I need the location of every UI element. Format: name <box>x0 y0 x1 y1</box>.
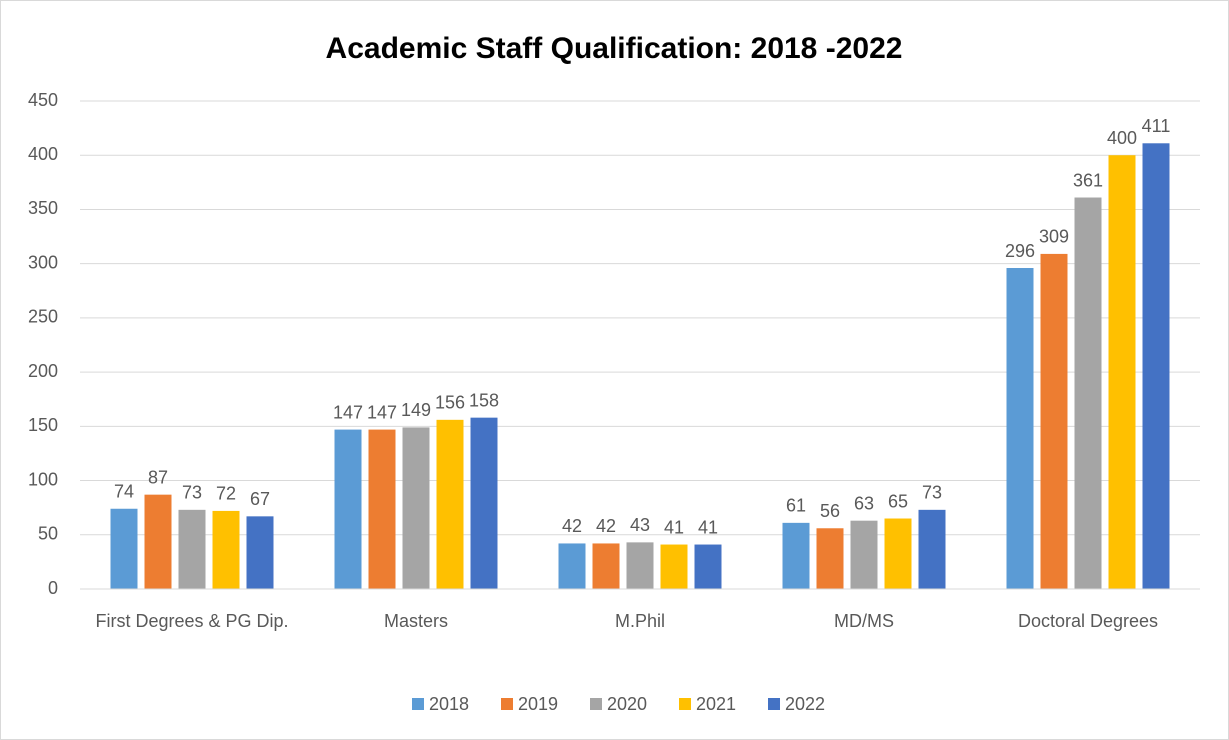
bar <box>782 522 810 589</box>
x-tick-label: MD/MS <box>834 611 894 631</box>
data-label: 149 <box>401 400 431 420</box>
bar <box>178 509 206 589</box>
data-label: 42 <box>596 516 616 536</box>
data-label: 87 <box>148 467 168 487</box>
bar <box>212 510 240 589</box>
legend-swatch <box>768 698 780 710</box>
bar <box>402 427 430 589</box>
data-label: 147 <box>367 402 397 422</box>
bar <box>1040 253 1068 589</box>
bar <box>1006 268 1034 589</box>
bar <box>884 518 912 589</box>
bar <box>816 528 844 589</box>
y-tick-label: 50 <box>38 524 58 544</box>
data-label: 56 <box>820 501 840 521</box>
legend-label: 2018 <box>429 694 469 714</box>
legend-swatch <box>590 698 602 710</box>
data-label: 65 <box>888 491 908 511</box>
y-tick-label: 250 <box>28 307 58 327</box>
data-label: 158 <box>469 390 499 410</box>
bar <box>626 542 654 589</box>
data-label: 309 <box>1039 227 1069 247</box>
data-label: 400 <box>1107 128 1137 148</box>
legend-swatch <box>679 698 691 710</box>
y-tick-label: 300 <box>28 252 58 272</box>
data-label: 147 <box>333 402 363 422</box>
x-tick-label: M.Phil <box>614 611 665 631</box>
legend-swatch <box>412 698 424 710</box>
x-tick-label: First Degrees & PG Dip. <box>95 611 289 631</box>
data-label: 361 <box>1073 170 1103 190</box>
bar <box>144 494 172 589</box>
data-label: 72 <box>216 484 236 504</box>
bar <box>1142 143 1170 589</box>
bar <box>850 520 878 589</box>
data-label: 156 <box>435 393 465 413</box>
bar <box>1108 155 1136 589</box>
data-label: 411 <box>1142 116 1171 136</box>
bar <box>918 509 946 589</box>
data-label: 73 <box>922 483 942 503</box>
data-label: 43 <box>630 515 650 535</box>
y-tick-label: 0 <box>48 578 58 598</box>
bar <box>694 544 722 589</box>
data-label: 74 <box>114 482 134 502</box>
y-tick-label: 350 <box>28 198 58 218</box>
legend-label: 2019 <box>518 694 558 714</box>
bar <box>246 516 274 589</box>
x-tick-label: Masters <box>383 611 448 631</box>
bar <box>592 543 620 589</box>
bar <box>110 508 138 589</box>
data-label: 73 <box>182 483 202 503</box>
bar <box>1074 197 1102 589</box>
legend-label: 2020 <box>607 694 647 714</box>
bar <box>660 544 688 589</box>
bar <box>334 429 362 589</box>
data-label: 63 <box>854 493 874 513</box>
data-label: 67 <box>250 489 270 509</box>
bar <box>558 543 586 589</box>
data-label: 41 <box>698 517 718 537</box>
bar <box>436 419 464 589</box>
y-tick-label: 100 <box>28 469 58 489</box>
legend-label: 2022 <box>785 694 825 714</box>
y-tick-label: 150 <box>28 415 58 435</box>
data-label: 42 <box>562 516 582 536</box>
legend-label: 2021 <box>696 694 736 714</box>
data-label: 61 <box>786 496 806 516</box>
y-tick-label: 450 <box>28 90 58 110</box>
x-tick-label: Doctoral Degrees <box>1017 611 1159 631</box>
y-tick-label: 200 <box>28 361 58 381</box>
data-label: 41 <box>664 517 684 537</box>
bar <box>368 429 396 589</box>
legend-swatch <box>501 698 513 710</box>
chart-title: Academic Staff Qualification: 2018 -2022 <box>326 32 903 65</box>
bar <box>470 417 498 589</box>
data-label: 296 <box>1005 241 1035 261</box>
y-tick-label: 400 <box>28 144 58 164</box>
